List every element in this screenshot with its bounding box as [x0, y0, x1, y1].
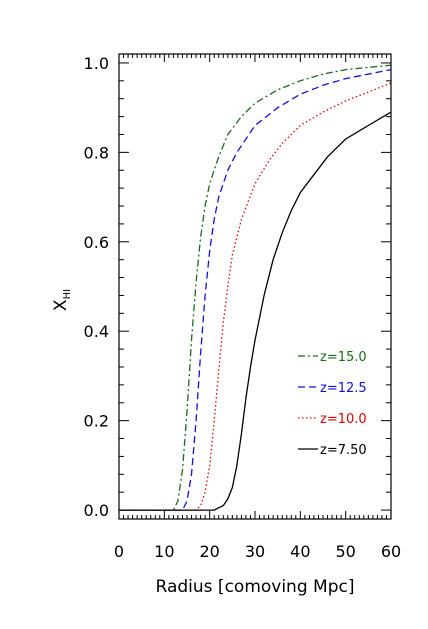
legend-label: z=12.5 — [320, 381, 367, 396]
x-tick-label: 60 — [381, 542, 401, 561]
series-line-z-15-0 — [119, 64, 392, 511]
legend: z=15.0 z=12.5 z=10.0 z=7.50 — [298, 350, 367, 458]
y-axis-title: XHI — [51, 289, 73, 311]
legend-label: z=7.50 — [320, 443, 367, 458]
series-line-z-7-50 — [119, 111, 392, 511]
series-line-z-10-0 — [119, 82, 392, 511]
legend-label: z=15.0 — [320, 350, 367, 365]
y-tick-label: 0.4 — [84, 322, 109, 341]
x-tick-label: 0 — [114, 542, 124, 561]
legend-label: z=10.0 — [320, 412, 367, 427]
y-axis-title-group: XHI — [51, 289, 73, 311]
series-layer — [119, 64, 392, 511]
x-axis: 0 10 20 30 40 50 60 — [114, 54, 401, 561]
y-tick-label: 0.8 — [84, 143, 109, 162]
y-tick-label: 0.2 — [84, 412, 109, 431]
x-tick-label: 30 — [245, 542, 265, 561]
y-tick-label: 1.0 — [84, 54, 109, 73]
x-tick-label: 10 — [154, 542, 174, 561]
x-tick-label: 20 — [199, 542, 219, 561]
x-axis-title: Radius [comoving Mpc] — [156, 577, 355, 597]
y-axis: 0.0 0.2 0.4 0.6 0.8 1.0 — [84, 54, 391, 520]
x-tick-label: 40 — [290, 542, 310, 561]
x-tick-label: 50 — [335, 542, 355, 561]
y-tick-label: 0.0 — [84, 501, 109, 520]
y-tick-label: 0.6 — [84, 233, 109, 252]
